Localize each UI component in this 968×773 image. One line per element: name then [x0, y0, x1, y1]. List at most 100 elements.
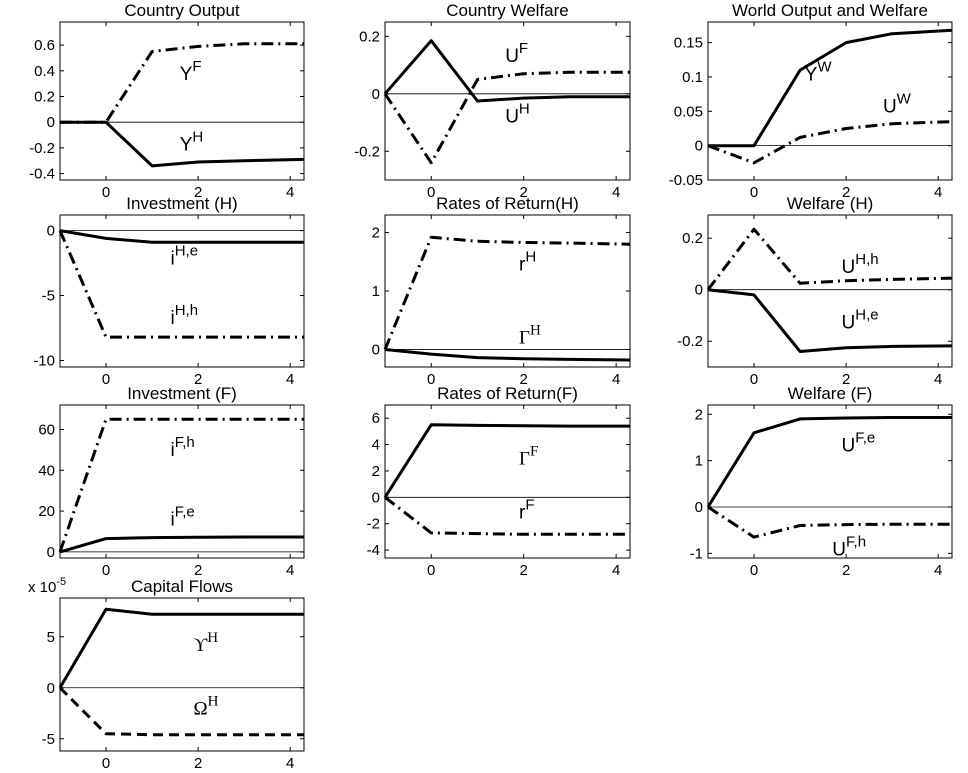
series-label: ΩH — [194, 693, 219, 719]
series-line-iF,e — [59, 535, 304, 554]
y-tick-label: 0.05 — [674, 103, 703, 120]
chart-title: World Output and Welfare — [732, 1, 928, 20]
y-tick-label: 2 — [695, 406, 703, 423]
axes-box — [707, 404, 953, 559]
x-tick-label: 4 — [286, 755, 294, 772]
axes-box — [707, 21, 953, 181]
x-tick-label: 2 — [842, 184, 850, 201]
axes-box — [384, 214, 631, 368]
x-tick-label: 2 — [520, 184, 528, 201]
series-label: iF,h — [170, 434, 194, 461]
axes-box — [59, 597, 305, 752]
chart-panel-8: Rates of Return(F) 0 2 4 -4 -2 0 2 4 6 ΓF rF — [367, 384, 631, 579]
series-label: rF — [519, 496, 535, 523]
series-line-iF,h — [58, 417, 304, 553]
x-tick-label: 4 — [286, 371, 294, 388]
y-tick-label: -2 — [367, 516, 380, 533]
axes-box — [384, 21, 631, 181]
series-label: UF — [505, 40, 528, 67]
series-line-UF,e — [706, 416, 952, 508]
y-tick-label: -4 — [367, 542, 380, 559]
chart-title: Country Welfare — [446, 1, 569, 20]
series-label: iH,h — [170, 302, 198, 329]
chart-panel-9: Welfare (F) 0 2 4 -1 0 1 2 UF,e UF,h — [690, 384, 953, 579]
y-tick-label: 1 — [695, 453, 703, 470]
x-tick-label: 0 — [102, 371, 110, 388]
y-tick-label: 0.15 — [674, 35, 703, 52]
chart-title: Investment (H) — [126, 194, 237, 213]
y-tick-label: 0 — [372, 341, 380, 358]
y-tick-label: 0 — [695, 138, 703, 155]
series-line-rF — [384, 496, 630, 536]
series-label: YH — [180, 128, 204, 155]
series-line-rH — [383, 235, 631, 351]
x-tick-label: 0 — [750, 371, 758, 388]
chart-title: Rates of Return(F) — [437, 384, 578, 403]
chart-title: Welfare (F) — [788, 384, 873, 403]
chart-panel-2: Country Welfare 0 2 4 -0.2 0 0.2 UF UH — [354, 1, 631, 201]
series-line-UH,e — [707, 288, 953, 353]
y-tick-label: 40 — [38, 462, 55, 479]
x-tick-label: 0 — [102, 755, 110, 772]
series-line-ΓH — [384, 348, 631, 362]
y-tick-label: 0 — [695, 282, 703, 299]
chart-panel-4: Investment (H) 0 2 4 -10 -5 0 iH,e iH,h — [33, 194, 305, 388]
y-tick-label: 0 — [47, 114, 55, 131]
y-tick-label: -0.4 — [29, 166, 55, 183]
y-tick-label: 2 — [372, 463, 380, 480]
series-label: UF,h — [832, 534, 866, 561]
series-line-UF — [383, 70, 630, 165]
x-tick-label: 0 — [427, 562, 435, 579]
y-tick-label: 0.1 — [682, 69, 703, 86]
x-tick-label: 0 — [750, 184, 758, 201]
axes-box — [59, 404, 305, 559]
y-tick-label: 6 — [372, 410, 380, 427]
chart-title: Rates of Return(H) — [436, 194, 579, 213]
y-tick-label: -5 — [42, 731, 55, 748]
y-tick-label: 0 — [47, 544, 55, 561]
series-label: iF,e — [170, 503, 194, 530]
x-tick-label: 2 — [194, 184, 202, 201]
chart-panel-10: Capital Flows x 10-5 0 2 4 -5 0 5 ϒH ΩH — [28, 576, 305, 772]
series-label: ΓF — [519, 443, 538, 469]
series-label: iH,e — [170, 242, 198, 269]
y-tick-label: -1 — [690, 545, 703, 562]
x-tick-label: 0 — [102, 562, 110, 579]
x-tick-label: 2 — [842, 562, 850, 579]
series-line-iH,h — [58, 230, 304, 339]
y-tick-label: 4 — [372, 437, 380, 454]
series-label: UH — [505, 101, 530, 128]
x-tick-label: 4 — [934, 184, 942, 201]
y-tick-label: -5 — [42, 288, 55, 305]
chart-title: Investment (F) — [127, 384, 237, 403]
chart-panel-6: Welfare (H) 0 2 4 -0.2 0 0.2 UH,h UH,e — [677, 194, 953, 388]
y-tick-label: 60 — [38, 421, 55, 438]
x-tick-label: 0 — [427, 184, 435, 201]
x-tick-label: 0 — [427, 371, 435, 388]
y-tick-label: 20 — [38, 503, 55, 520]
y-tick-label: -0.05 — [669, 172, 703, 189]
y-tick-label: 1 — [372, 283, 380, 300]
y-tick-label: 0.2 — [682, 230, 703, 247]
series-label: YW — [805, 58, 833, 85]
series-line-ΩH — [58, 686, 304, 737]
series-line-UH,h — [706, 227, 953, 291]
series-line-UW — [707, 120, 953, 165]
series-line-ϒH — [58, 607, 304, 689]
y-tick-label: -0.2 — [354, 143, 380, 160]
x-tick-label: 4 — [934, 562, 942, 579]
series-line-UH — [383, 39, 630, 103]
chart-title: Country Output — [124, 1, 240, 20]
y-tick-label: 0.2 — [359, 28, 380, 45]
y-tick-label: 5 — [47, 629, 55, 646]
x-tick-label: 2 — [194, 562, 202, 579]
x-tick-label: 2 — [520, 562, 528, 579]
x-tick-label: 4 — [286, 562, 294, 579]
chart-panel-3: World Output and Welfare 0 2 4 -0.05 0 0.05 0.1… — [669, 1, 953, 201]
x-tick-label: 4 — [286, 184, 294, 201]
series-label: UH,h — [842, 251, 879, 278]
series-label: ΓH — [519, 323, 541, 349]
x-tick-label: 4 — [612, 371, 620, 388]
x-tick-label: 0 — [750, 562, 758, 579]
